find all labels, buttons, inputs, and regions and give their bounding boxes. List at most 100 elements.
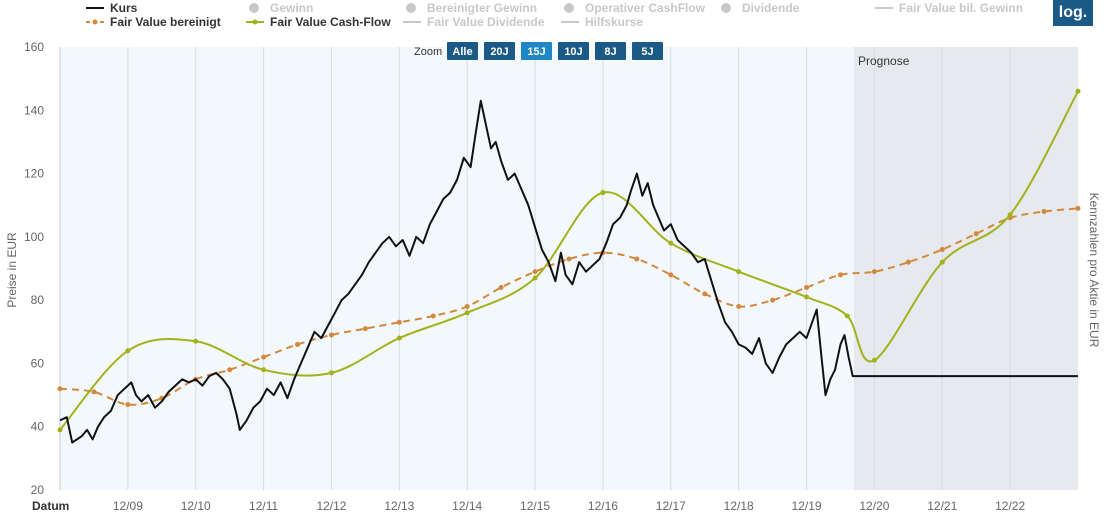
x-tick-label: 12/10 xyxy=(181,499,211,513)
data-point[interactable] xyxy=(532,269,538,275)
zoom-button-label: 5J xyxy=(641,46,653,58)
data-point[interactable] xyxy=(736,303,742,309)
data-point[interactable] xyxy=(702,291,708,297)
series-line-kurs[interactable] xyxy=(59,99,1078,444)
data-point[interactable] xyxy=(1075,205,1081,211)
data-point[interactable] xyxy=(837,272,843,278)
zoom-button-15j[interactable]: 15J xyxy=(521,42,552,60)
data-point[interactable] xyxy=(498,284,504,290)
x-tick-label: 12/15 xyxy=(520,499,550,513)
data-point[interactable] xyxy=(328,332,334,338)
x-tick-label: 12/12 xyxy=(316,499,346,513)
x-tick-label: 12/18 xyxy=(724,499,754,513)
data-point[interactable] xyxy=(261,367,267,373)
zoom-button-label: 10J xyxy=(564,46,582,58)
zoom-button-8j[interactable]: 8J xyxy=(595,42,626,60)
data-point[interactable] xyxy=(193,338,199,344)
legend-item-hilfskurse[interactable]: Hilfskurse xyxy=(561,15,643,29)
data-point[interactable] xyxy=(939,259,945,265)
zoom-button-bg[interactable] xyxy=(484,42,515,60)
data-point[interactable] xyxy=(328,370,334,376)
data-point[interactable] xyxy=(57,427,63,433)
zoom-button-20j[interactable]: 20J xyxy=(484,42,515,60)
forecast-area xyxy=(854,47,1078,490)
x-tick-label: 12/20 xyxy=(859,499,889,513)
data-point[interactable] xyxy=(1075,88,1081,94)
data-point[interactable] xyxy=(464,310,470,316)
zoom-button-bg[interactable] xyxy=(632,42,663,60)
data-point[interactable] xyxy=(736,269,742,275)
zoom-button-alle[interactable]: Alle xyxy=(447,42,478,60)
y-tick-label: 20 xyxy=(31,483,45,497)
data-point[interactable] xyxy=(668,272,674,278)
data-point[interactable] xyxy=(871,269,877,275)
data-point[interactable] xyxy=(396,319,402,325)
grid-lines xyxy=(59,47,1011,490)
data-point[interactable] xyxy=(1041,209,1047,215)
series-layer xyxy=(57,88,1081,444)
zoom-button-bg[interactable] xyxy=(521,42,552,60)
legend-item-gewinn[interactable]: Gewinn xyxy=(249,1,313,15)
log-scale-button[interactable]: log. xyxy=(1053,0,1093,26)
data-point[interactable] xyxy=(396,335,402,341)
plot-area xyxy=(60,47,1078,490)
data-point[interactable] xyxy=(261,354,267,360)
legend-item-dividende[interactable]: Dividende xyxy=(721,1,800,15)
zoom-button-5j[interactable]: 5J xyxy=(632,42,663,60)
y-axis-right-title: Kennzahlen pro Aktie in EUR xyxy=(1087,193,1101,348)
x-tick-label: 12/16 xyxy=(588,499,618,513)
legend-item-operativer-cashflow[interactable]: Operativer CashFlow xyxy=(564,1,706,15)
data-point[interactable] xyxy=(532,275,538,281)
series-line-fair-value-cash-flow[interactable] xyxy=(59,90,1079,431)
data-point[interactable] xyxy=(871,357,877,363)
data-point[interactable] xyxy=(600,190,606,196)
legend-item-fair-value-dividende[interactable]: Fair Value Dividende xyxy=(403,15,545,29)
y-tick-label: 40 xyxy=(31,420,45,434)
y-tick-label: 160 xyxy=(24,40,44,54)
zoom-button-bg[interactable] xyxy=(595,42,626,60)
legend-item-fair-value-bil-gewinn[interactable]: Fair Value bil. Gewinn xyxy=(875,1,1023,15)
data-point[interactable] xyxy=(844,313,850,319)
legend-label: Hilfskurse xyxy=(585,15,643,29)
data-point[interactable] xyxy=(430,313,436,319)
data-point[interactable] xyxy=(227,367,233,373)
legend-label: Fair Value Cash-Flow xyxy=(270,15,391,29)
legend-marker-icon xyxy=(252,19,258,25)
data-point[interactable] xyxy=(57,386,63,392)
data-point[interactable] xyxy=(939,247,945,253)
data-point[interactable] xyxy=(464,303,470,309)
data-point[interactable] xyxy=(905,259,911,265)
data-point[interactable] xyxy=(1007,212,1013,218)
data-point[interactable] xyxy=(804,294,810,300)
x-tick-label: 12/19 xyxy=(792,499,822,513)
legend-item-kurs[interactable]: Kurs xyxy=(86,1,138,15)
data-point[interactable] xyxy=(668,240,674,246)
legend-item-fair-value-cash-flow[interactable]: Fair Value Cash-Flow xyxy=(246,15,391,29)
x-tick-label: 12/13 xyxy=(384,499,414,513)
legend-label: Dividende xyxy=(742,1,800,15)
data-point[interactable] xyxy=(295,341,301,347)
legend-item-bereinigter-gewinn[interactable]: Bereinigter Gewinn xyxy=(406,1,537,15)
data-point[interactable] xyxy=(362,326,368,332)
zoom-button-label: 15J xyxy=(527,46,545,58)
legend-symbol-icon xyxy=(564,3,574,13)
zoom-button-bg[interactable] xyxy=(447,42,478,60)
data-point[interactable] xyxy=(125,402,131,408)
data-point[interactable] xyxy=(973,231,979,237)
data-point[interactable] xyxy=(91,389,97,395)
zoom-button-10j[interactable]: 10J xyxy=(558,42,589,60)
data-point[interactable] xyxy=(125,348,131,354)
legend-symbol-icon xyxy=(406,3,416,13)
legend-item-fair-value-bereinigt[interactable]: Fair Value bereinigt xyxy=(86,15,221,29)
data-point[interactable] xyxy=(804,284,810,290)
data-point[interactable] xyxy=(634,256,640,262)
zoom-button-bg[interactable] xyxy=(558,42,589,60)
data-point[interactable] xyxy=(566,256,572,262)
legend-label: Bereinigter Gewinn xyxy=(427,1,537,15)
y-axis-title: Preise in EUR xyxy=(5,232,19,308)
data-point[interactable] xyxy=(770,297,776,303)
legend-symbol-icon xyxy=(721,3,731,13)
zoom-label: Zoom xyxy=(414,46,442,58)
x-tick-label: 12/14 xyxy=(452,499,482,513)
